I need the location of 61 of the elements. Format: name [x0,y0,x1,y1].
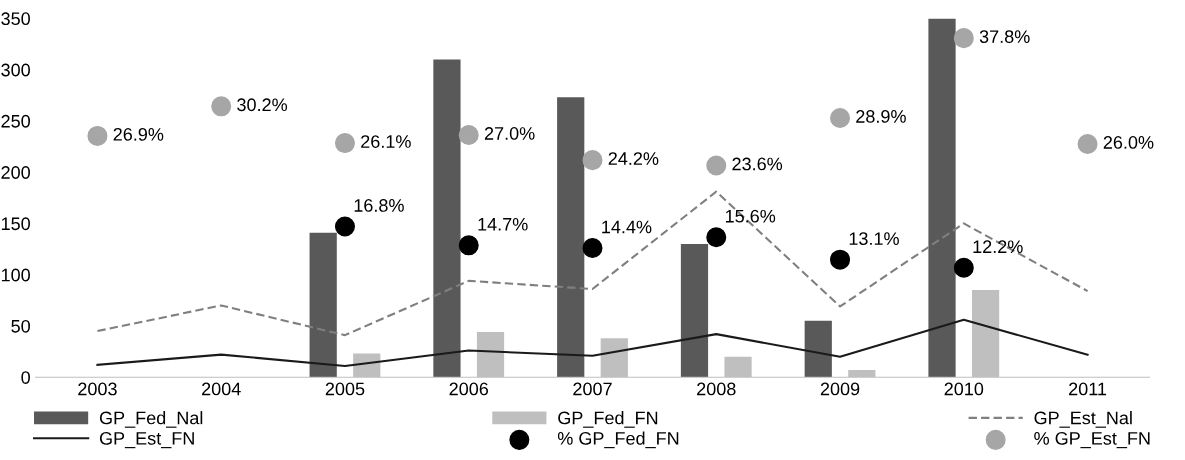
legend-label: GP_Est_Nal [1034,411,1132,428]
data-label: 30.2% [237,98,288,112]
y-tick-label: 150 [1,217,30,231]
data-label: 16.8% [354,199,404,212]
y-tick-label: 250 [1,114,30,128]
y-tick-label: 0 [21,371,30,384]
point [953,28,974,49]
data-label: 23.6% [732,157,783,171]
y-tick-label: 300 [1,63,30,77]
point [706,155,727,176]
point [458,124,479,146]
legend-label: GP_Fed_FN [558,411,658,428]
x-tick-label: 2003 [78,382,117,396]
data-label: 26.0% [1103,136,1154,149]
line-series [96,190,1089,337]
data-label: 13.1% [849,232,899,246]
point [582,238,603,259]
data-label: 26.1% [361,135,411,148]
bar [433,59,461,378]
bar [680,243,709,378]
x-tick-label: 2008 [697,382,736,396]
legend-label: GP_Fed_Nal [99,411,203,428]
point [830,107,851,128]
bar [557,97,585,378]
x-tick-label: 2004 [202,382,241,396]
data-label: 28.9% [856,110,906,123]
point [953,257,974,278]
point [458,235,479,256]
bar [309,232,337,378]
x-tick-label: 2010 [944,382,984,396]
point [87,125,108,146]
point [706,227,727,248]
data-label: 26.9% [113,127,164,141]
y-tick-label: 350 [1,12,30,26]
y-tick-label: 200 [1,166,30,179]
data-label: 24.2% [608,152,659,165]
bar [928,18,956,378]
line-series [96,318,1089,367]
x-tick-label: 2011 [1069,382,1107,396]
x-tick-label: 2006 [449,382,489,396]
data-label: 14.4% [602,220,652,234]
legend-label: % GP_Fed_FN [557,431,679,449]
y-tick-label: 50 [11,319,30,333]
data-label: 27.0% [484,127,535,140]
legend-label: % GP_Est_FN [1034,432,1150,449]
data-label: 12.2% [973,240,1023,254]
point [211,96,232,117]
x-tick-label: 2009 [820,382,860,396]
x-tick-label: 2007 [573,382,612,396]
legend-label: GP_Est_FN [99,432,194,449]
data-label: 15.6% [725,209,776,223]
y-tick-label: 100 [1,268,30,282]
data-label: 37.8% [979,30,1030,43]
point [334,216,355,237]
bar [804,320,832,378]
point [1077,133,1098,154]
point [334,133,355,154]
x-tick-label: 2005 [325,382,365,396]
point [830,249,851,270]
point [582,150,603,171]
data-label: 14.7% [478,217,528,231]
